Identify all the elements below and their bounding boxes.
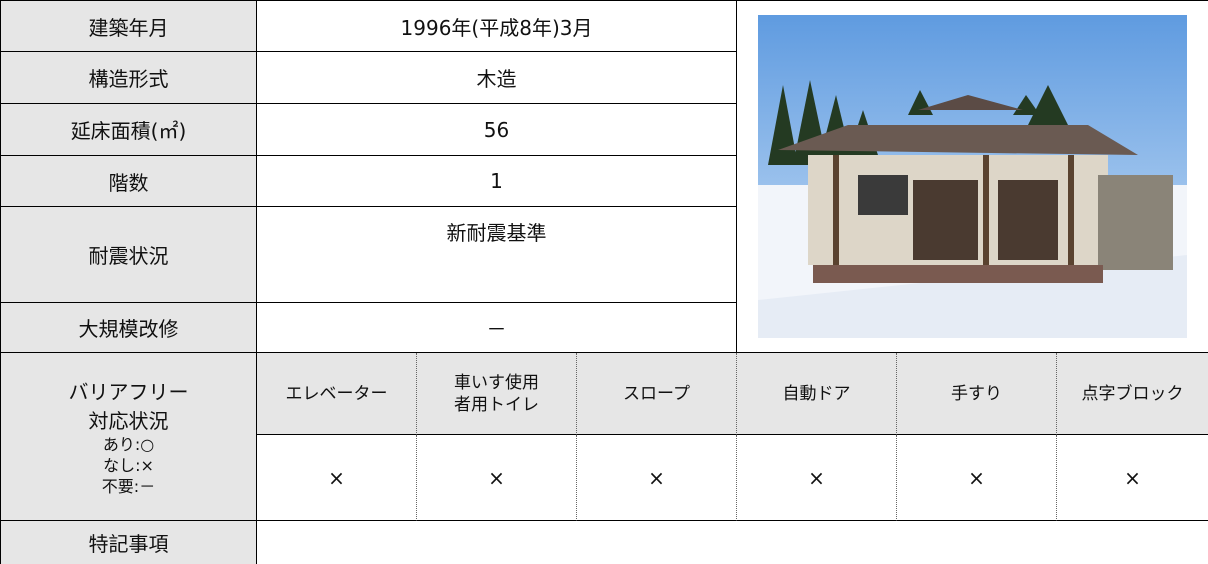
row-value: 56 [257, 104, 737, 156]
row-value: 新耐震基準 [257, 207, 737, 303]
cell-text: 点字ブロック [1081, 383, 1184, 404]
cell-text: 車いす使用者用トイレ [454, 372, 539, 415]
row-label: 大規模改修 [1, 303, 257, 353]
item-status: × [1057, 435, 1208, 521]
row-value: 1 [257, 156, 737, 207]
row-value: 木造 [257, 52, 737, 104]
notes-value [257, 521, 1208, 564]
item-header: 自動ドア [737, 353, 897, 435]
item-status: × [737, 435, 897, 521]
item-status: × [417, 435, 577, 521]
row-value: － [257, 303, 737, 353]
cell-text: スロープ [623, 383, 690, 404]
building-photo [758, 15, 1187, 338]
label-line: 対応状況 [88, 409, 169, 433]
cell-text: 手すり [951, 383, 1002, 404]
row-label: 耐震状況 [1, 207, 257, 303]
item-header: エレベーター [257, 353, 417, 435]
item-status: × [897, 435, 1057, 521]
item-status: × [577, 435, 737, 521]
row-label: 構造形式 [1, 52, 257, 104]
barrier-free-label: バリアフリー 対応状況 あり:○ なし:× 不要:－ [1, 353, 257, 521]
row-label: 延床面積(㎡) [1, 104, 257, 156]
photo-cell [737, 1, 1208, 353]
label-line: バリアフリー [68, 380, 189, 404]
item-status: × [257, 435, 417, 521]
item-header: 車いす使用者用トイレ [417, 353, 577, 435]
item-header: 点字ブロック [1057, 353, 1208, 435]
legend-line: あり:○ [102, 435, 155, 454]
legend-line: 不要:－ [101, 477, 156, 496]
item-header: 手すり [897, 353, 1057, 435]
row-label: 階数 [1, 156, 257, 207]
cell-text: エレベーター [285, 383, 388, 404]
row-label: 建築年月 [1, 1, 257, 52]
item-header: スロープ [577, 353, 737, 435]
legend-line: なし:× [103, 456, 154, 475]
row-value: 1996年(平成8年)3月 [257, 1, 737, 52]
cell-text: 自動ドア [782, 383, 851, 404]
row-label: 特記事項 [1, 521, 257, 564]
